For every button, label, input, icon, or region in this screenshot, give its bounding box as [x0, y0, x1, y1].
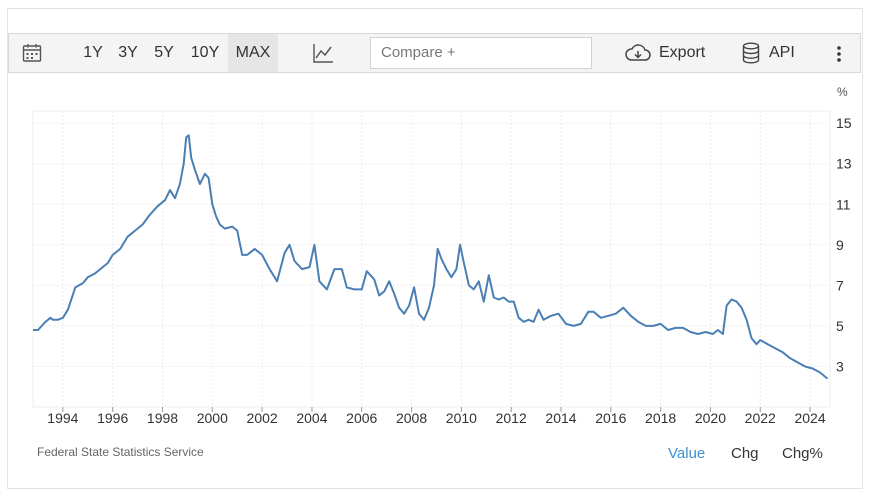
more-options-icon[interactable] — [835, 44, 843, 64]
x-tick-label: 2008 — [396, 410, 427, 426]
y-tick-label: 13 — [836, 156, 852, 172]
x-axis-ticks: 1994 1996 1998 2000 2002 2004 2006 2008 2010 2012… — [47, 407, 826, 426]
calendar-icon[interactable] — [22, 43, 42, 63]
range-5y-button[interactable]: 5Y — [154, 44, 174, 61]
x-tick-label: 2012 — [496, 410, 527, 426]
y-tick-label: 3 — [836, 358, 844, 374]
x-tick-label: 2020 — [695, 410, 726, 426]
range-max-button[interactable]: MAX — [228, 34, 278, 72]
tab-chg[interactable]: Chg — [731, 445, 759, 462]
series-line — [33, 134, 829, 380]
api-button[interactable]: API — [769, 44, 795, 61]
chart-toolbar: 1Y 3Y 5Y 10Y MAX Compare + Export API — [8, 33, 861, 73]
y-tick-label: 7 — [836, 277, 844, 293]
x-tick-label: 2000 — [197, 410, 228, 426]
tab-value[interactable]: Value — [668, 445, 706, 462]
compare-input[interactable]: Compare + — [370, 37, 592, 69]
y-tick-label: 11 — [836, 196, 851, 212]
range-10y-button[interactable]: 10Y — [190, 44, 220, 61]
x-tick-label: 2004 — [296, 410, 327, 426]
x-tick-label: 1998 — [147, 410, 178, 426]
chart-type-icon[interactable] — [312, 42, 334, 64]
x-tick-label: 1994 — [47, 410, 78, 426]
x-tick-label: 2002 — [247, 410, 278, 426]
export-button[interactable]: Export — [659, 44, 706, 61]
x-tick-label: 2018 — [645, 410, 676, 426]
x-tick-label: 2010 — [446, 410, 477, 426]
y-unit-label: % — [837, 85, 848, 99]
cloud-download-icon[interactable] — [625, 43, 651, 63]
chart-widget-frame — [7, 8, 863, 489]
y-tick-label: 5 — [836, 318, 844, 334]
plot-area-border — [32, 110, 831, 408]
y-tick-label: 9 — [836, 237, 844, 253]
x-tick-label: 1996 — [97, 410, 128, 426]
database-icon[interactable] — [742, 42, 760, 64]
chart-grid — [32, 110, 831, 408]
range-1y-button[interactable]: 1Y — [83, 44, 103, 61]
x-tick-label: 2024 — [794, 410, 825, 426]
y-axis-ticks: 3 5 7 9 11 13 15 — [836, 115, 852, 374]
source-label: Federal State Statistics Service — [37, 445, 204, 459]
x-tick-label: 2006 — [346, 410, 377, 426]
x-tick-label: 2014 — [545, 410, 576, 426]
tab-chg-pct[interactable]: Chg% — [782, 445, 823, 462]
range-3y-button[interactable]: 3Y — [118, 44, 138, 61]
x-tick-label: 2022 — [745, 410, 776, 426]
y-tick-label: 15 — [836, 115, 852, 131]
x-tick-label: 2016 — [595, 410, 626, 426]
